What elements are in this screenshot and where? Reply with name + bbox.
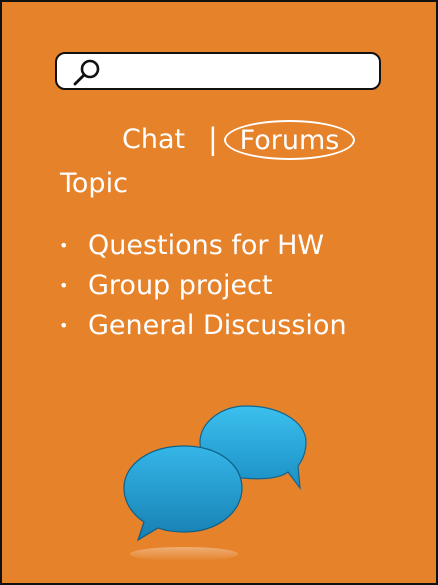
search-bar[interactable] xyxy=(55,52,381,90)
topic-item-questions-for-hw[interactable]: • Questions for HW xyxy=(56,228,347,268)
topic-item-label: General Discussion xyxy=(88,310,347,341)
tab-separator: | xyxy=(208,122,218,156)
tab-bar: Chat | Forums xyxy=(2,120,438,166)
topic-item-group-project[interactable]: • Group project xyxy=(56,268,347,308)
topic-list: • Questions for HW • Group project • Gen… xyxy=(56,228,347,348)
bullet-icon: • xyxy=(59,316,69,335)
tab-chat[interactable]: Chat xyxy=(122,124,186,155)
topic-item-label: Questions for HW xyxy=(88,230,325,261)
topic-item-label: Group project xyxy=(88,270,273,301)
topic-heading: Topic xyxy=(60,168,128,199)
topic-item-general-discussion[interactable]: • General Discussion xyxy=(56,308,347,348)
search-input[interactable] xyxy=(109,58,371,84)
search-icon[interactable] xyxy=(71,57,103,87)
tab-forums[interactable]: Forums xyxy=(224,120,355,160)
bullet-icon: • xyxy=(59,236,69,255)
chat-bubbles-icon xyxy=(123,405,307,561)
bullet-icon: • xyxy=(59,276,69,295)
